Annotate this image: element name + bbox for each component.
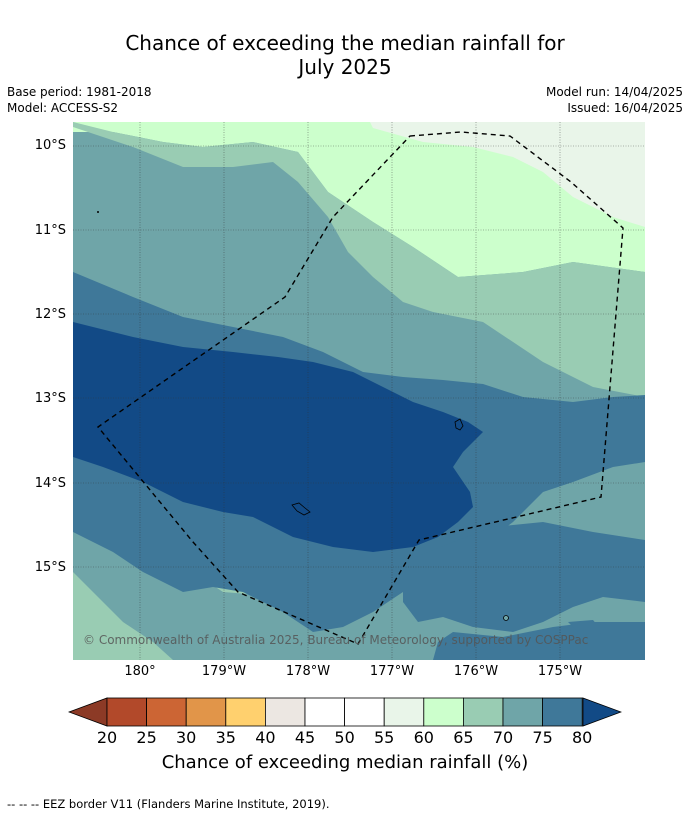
colorbar-tick-label: 55 [374, 728, 395, 747]
eez-legend: -- -- -- EEZ border V11 (Flanders Marine… [7, 797, 330, 811]
colorbar-segment-75_80 [542, 697, 583, 727]
colorbar-tick-label: 75 [532, 728, 553, 747]
colorbar-tick-label: 80 [572, 728, 593, 747]
map-title-line1: Chance of exceeding the median rainfall … [125, 31, 565, 55]
colorbar-tick-label: 35 [215, 728, 236, 747]
base-period: Base period: 1981-2018 [7, 85, 152, 99]
band-60-65 [73, 122, 645, 277]
colorbar-segment-55_60 [383, 697, 425, 727]
lat-label: 12°S [34, 307, 66, 322]
lat-label: 13°S [34, 391, 66, 406]
colorbar-segment-50_55 [344, 697, 385, 727]
colorbar [68, 697, 622, 727]
colorbar-tick-label: 40 [255, 728, 276, 747]
colorbar-segment-20_25 [106, 697, 147, 727]
island-wallis [454, 418, 464, 431]
island-small [503, 615, 509, 621]
colorbar-segment-70_75 [502, 697, 543, 727]
colorbar-label: Chance of exceeding median rainfall (%) [161, 752, 529, 773]
model-run: Model run: 14/04/2025 [545, 85, 683, 99]
colorbar-segment-30_35 [185, 697, 227, 727]
lon-label: 179°W [201, 664, 247, 679]
colorbar-extend-high [582, 697, 622, 727]
lat-label: 14°S [34, 476, 66, 491]
colorbar-tick-label: 60 [413, 728, 434, 747]
colorbar-segment-60_65 [423, 697, 464, 727]
lat-label: 11°S [34, 223, 66, 238]
island-futuna [291, 502, 311, 516]
colorbar-tick-label: 30 [176, 728, 197, 747]
lon-label: 178°W [285, 664, 331, 679]
colorbar-tick-label: 65 [453, 728, 474, 747]
band-55-60 [370, 122, 645, 227]
lat-label: 10°S [34, 138, 66, 153]
colorbar-segment-40_45 [264, 697, 306, 727]
band-above-80 [73, 322, 483, 552]
rainfall-map [73, 122, 645, 660]
colorbar-tick-label: 50 [334, 728, 355, 747]
issued-date: Issued: 16/04/2025 [567, 101, 683, 115]
colorbar-extend-low [68, 697, 108, 727]
band-65-70 [73, 122, 645, 397]
map-title-line2: July 2025 [298, 55, 392, 79]
colorbar-segment-35_40 [225, 697, 266, 727]
lon-label: 175°W [537, 664, 583, 679]
island-dot [97, 211, 99, 213]
colorbar-tick-label: 25 [136, 728, 157, 747]
copyright-notice: © Commonwealth of Australia 2025, Bureau… [83, 633, 589, 647]
colorbar-tick-label: 70 [492, 728, 514, 747]
lon-label: 180° [124, 664, 156, 679]
colorbar-segment-25_30 [146, 697, 187, 727]
lon-label: 176°W [453, 664, 499, 679]
colorbar-tick-label: 45 [294, 728, 316, 747]
band-75-80-south [403, 522, 645, 632]
model-name: Model: ACCESS-S2 [7, 101, 119, 115]
colorbar-tick-label: 20 [96, 728, 118, 747]
colorbar-segment-65_70 [462, 697, 504, 727]
band-65-70-lower [73, 572, 173, 660]
lon-label: 177°W [369, 664, 415, 679]
map-gridlines [73, 122, 645, 660]
band-75-80-islet [568, 620, 603, 632]
eez-border [96, 131, 624, 645]
colorbar-segment-45_50 [304, 697, 345, 727]
lat-label: 15°S [34, 560, 66, 575]
